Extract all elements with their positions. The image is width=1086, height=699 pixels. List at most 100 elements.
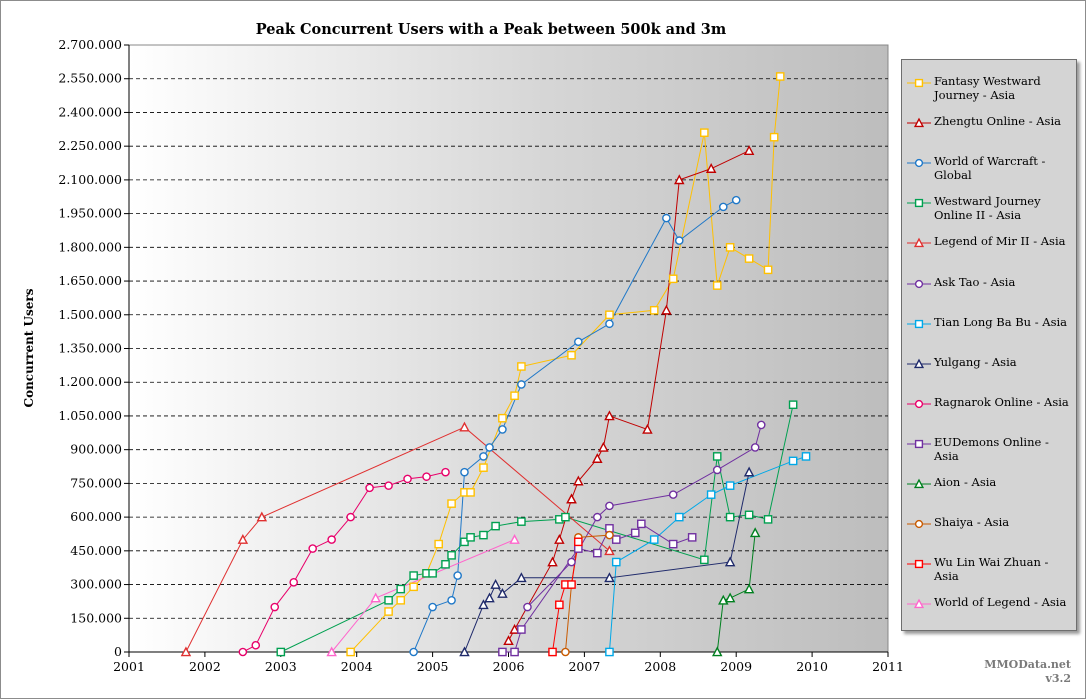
- data-point: [593, 548, 602, 558]
- data-point: [396, 584, 406, 594]
- y-tick-label: 1.650.000: [58, 273, 122, 288]
- data-point: [396, 595, 406, 605]
- legend-label: Aion - Asia: [934, 475, 997, 489]
- x-tick-label: 2010: [796, 659, 828, 674]
- data-point: [516, 572, 527, 583]
- data-point: [592, 453, 603, 463]
- legend-swatch: [907, 399, 931, 408]
- data-point: [479, 452, 488, 461]
- legend-swatch: [907, 279, 931, 288]
- data-point: [662, 213, 671, 223]
- data-point: [637, 519, 646, 529]
- data-point: [763, 265, 773, 275]
- y-tick-label: 300.000: [70, 577, 122, 592]
- data-point: [725, 512, 735, 522]
- data-point: [668, 490, 678, 499]
- data-point: [479, 530, 488, 540]
- y-tick-label: 1.500.000: [58, 307, 122, 322]
- data-point: [289, 578, 299, 587]
- data-point: [547, 556, 558, 567]
- data-point: [574, 537, 583, 547]
- data-point: [510, 647, 519, 657]
- data-point: [725, 481, 735, 490]
- data-point: [718, 202, 728, 212]
- x-tick-label: 2001: [113, 659, 145, 674]
- y-tick-label: 1.200.000: [58, 374, 122, 389]
- data-point: [498, 647, 507, 657]
- data-point: [725, 243, 735, 252]
- x-tick-label: 2002: [189, 659, 221, 674]
- data-point: [593, 512, 602, 522]
- data-point: [409, 582, 418, 592]
- data-point: [346, 647, 355, 657]
- data-point: [605, 647, 614, 657]
- data-point: [365, 483, 374, 493]
- chart-legend: Fantasy Westward Journey - Asia Zhengtu O…: [901, 59, 1077, 631]
- data-point: [517, 517, 526, 526]
- data-point: [674, 512, 684, 522]
- data-point: [743, 466, 755, 477]
- legend-label: Wu Lin Wai Zhuan - Asia: [934, 555, 1049, 584]
- data-point: [180, 646, 192, 657]
- data-point: [749, 527, 761, 538]
- data-point: [326, 646, 337, 657]
- data-point: [490, 578, 501, 589]
- data-point: [384, 481, 393, 490]
- data-point: [256, 511, 268, 522]
- data-point: [460, 467, 469, 477]
- y-tick-label: 1.350.000: [58, 341, 122, 356]
- data-point: [706, 490, 716, 499]
- legend-swatch: [907, 439, 931, 448]
- legend-label: World of Legend - Asia: [934, 595, 1067, 610]
- y-tick-label: 2.550.000: [58, 71, 122, 86]
- data-point: [649, 305, 659, 315]
- data-point: [604, 572, 615, 583]
- data-point: [370, 592, 381, 603]
- y-tick-label: 0: [114, 644, 122, 659]
- data-point: [687, 533, 697, 542]
- data-point: [661, 304, 672, 315]
- data-point: [605, 530, 614, 540]
- data-point: [598, 441, 609, 452]
- data-point: [346, 512, 355, 522]
- legend-swatch: [907, 478, 931, 489]
- data-point: [743, 583, 755, 594]
- data-point: [403, 474, 412, 484]
- x-tick-label: 2007: [568, 659, 600, 674]
- series-line-tian-long-ba-bu-asia: [608, 455, 807, 653]
- legend-label: Fantasy Westward Journey - Asia: [934, 74, 1041, 102]
- y-tick-label: 2.700.000: [58, 37, 122, 52]
- data-point: [566, 493, 577, 504]
- y-tick-label: 2.100.000: [58, 172, 122, 187]
- y-tick-label: 1.050.000: [58, 408, 122, 423]
- data-point: [453, 571, 462, 580]
- legend-label: Westward Journey Online II - Asia: [934, 194, 1041, 223]
- data-point: [567, 350, 576, 360]
- y-tick-label: 2.400.000: [58, 104, 122, 119]
- y-axis-label: Concurrent Users: [22, 288, 36, 407]
- data-point: [574, 337, 583, 347]
- data-point: [479, 463, 488, 472]
- data-point: [788, 456, 798, 466]
- data-point: [459, 646, 470, 657]
- legend-label: Tian Long Ba Bu - Asia: [934, 314, 1068, 329]
- data-point: [308, 544, 317, 553]
- data-point: [605, 319, 614, 329]
- data-point: [712, 281, 722, 290]
- data-point: [630, 528, 640, 538]
- data-point: [270, 602, 280, 612]
- legend-swatch: [907, 78, 931, 88]
- y-tick-label: 1.800.000: [58, 239, 122, 254]
- data-point: [604, 545, 615, 556]
- data-point: [567, 557, 576, 567]
- data-point: [447, 551, 456, 560]
- data-point: [555, 600, 564, 610]
- legend-swatch: [907, 560, 931, 569]
- data-point: [801, 452, 811, 461]
- data-point: [674, 236, 684, 245]
- data-point: [711, 646, 723, 657]
- data-point: [276, 647, 286, 657]
- data-point: [447, 499, 456, 508]
